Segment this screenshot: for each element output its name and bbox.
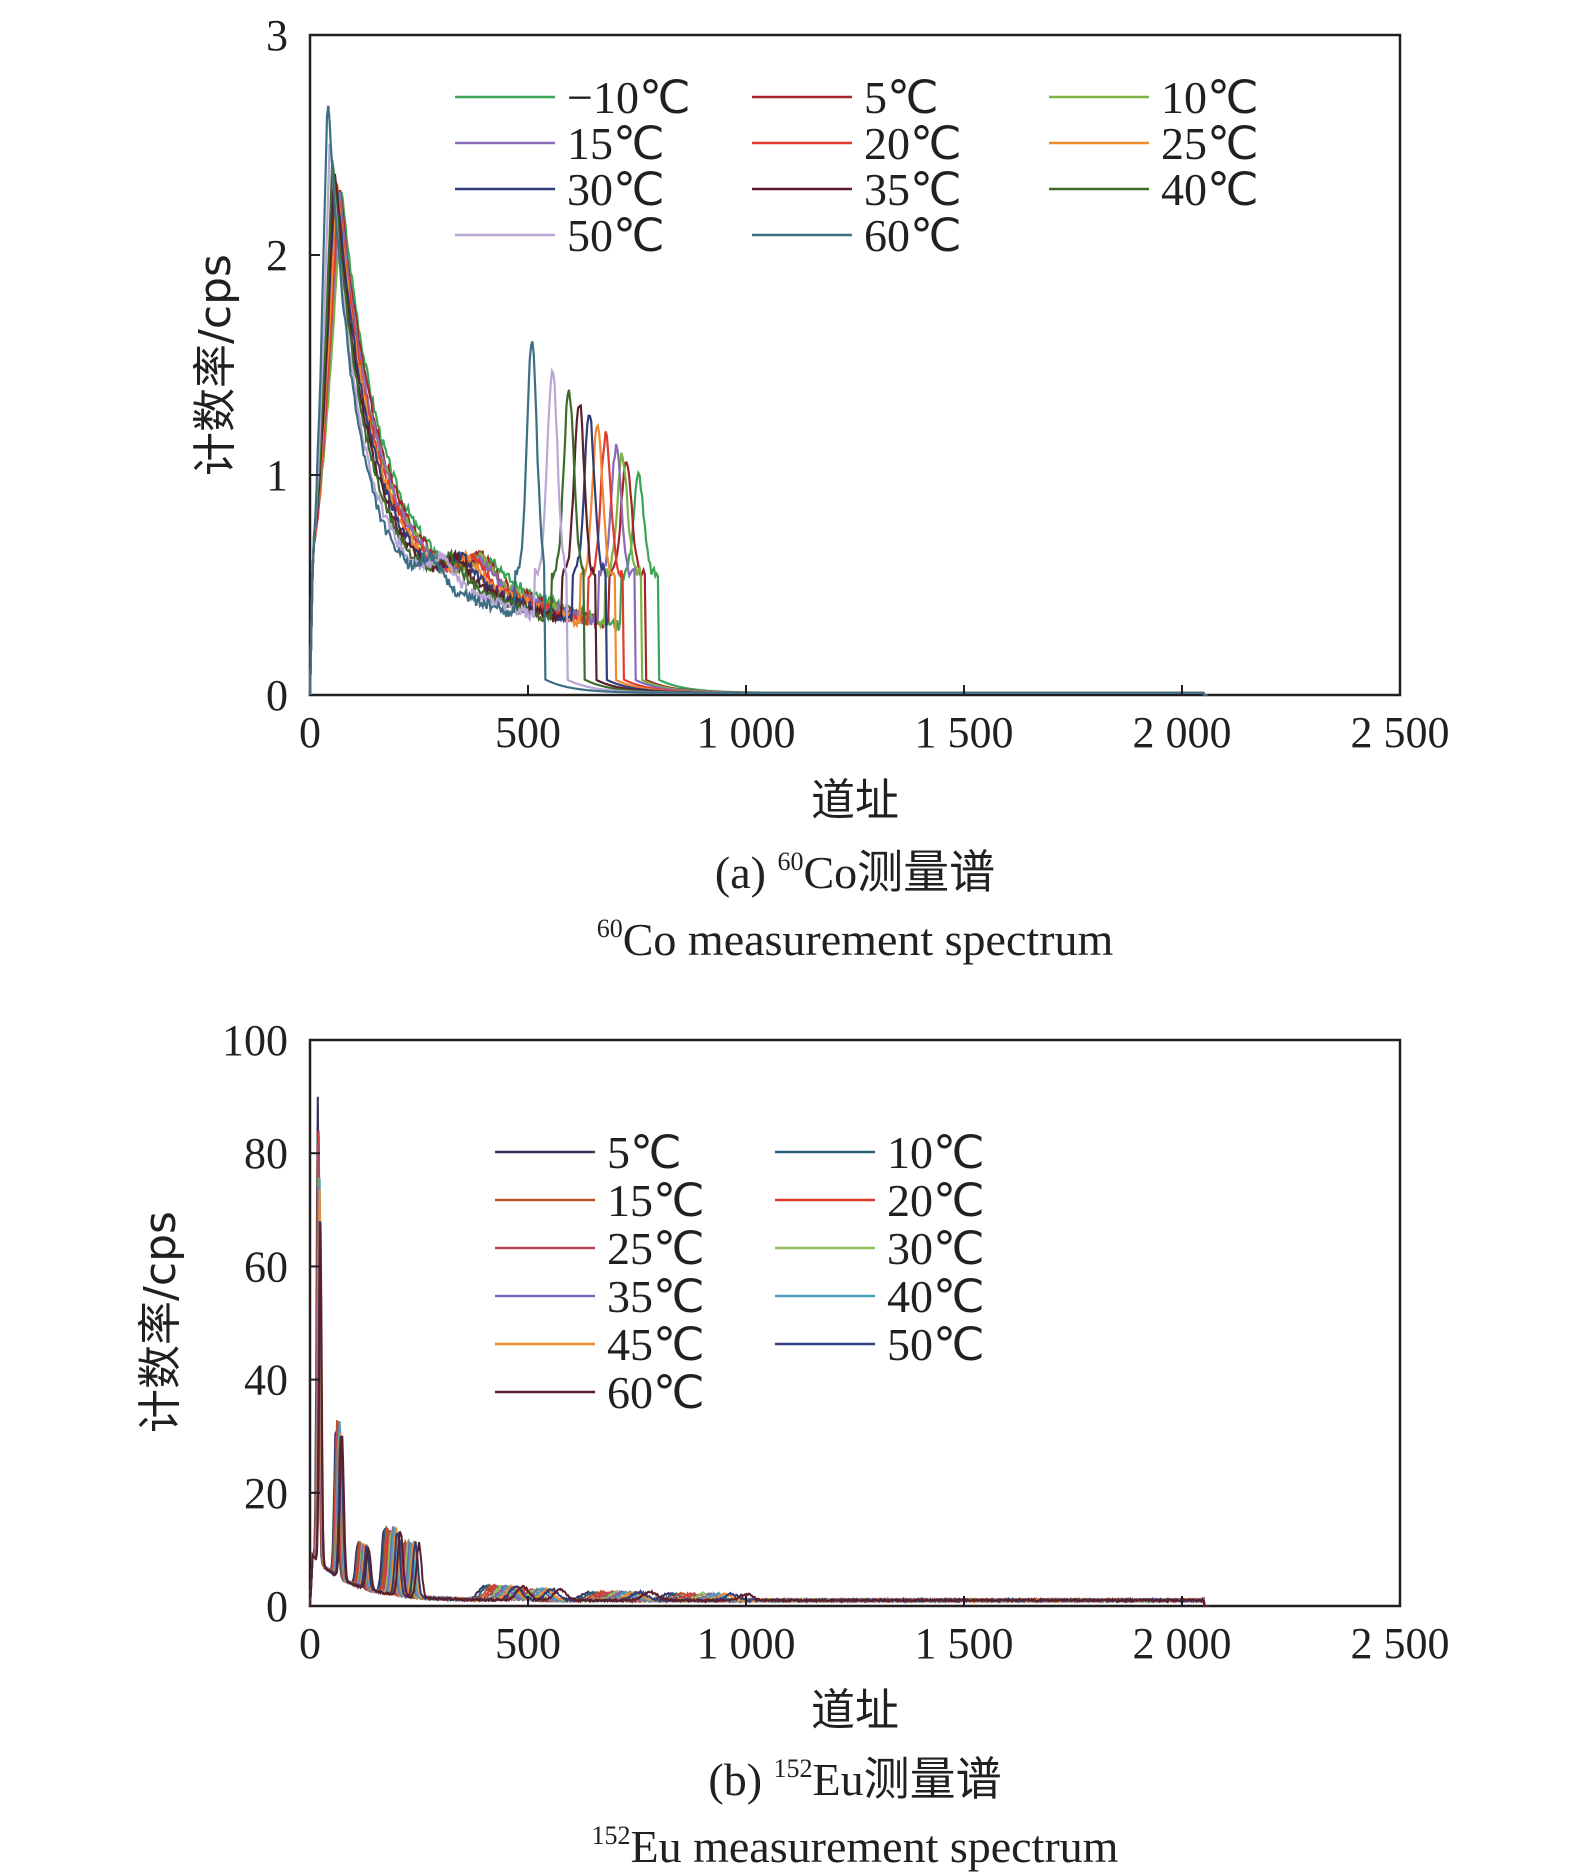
chart-b-legend-label: 15℃ bbox=[607, 1175, 705, 1226]
chart-a-series-line bbox=[308, 182, 1208, 697]
chart-b-series-line bbox=[309, 1220, 1209, 1607]
caption-a-prefix: (a) bbox=[715, 847, 778, 898]
chart-b-series-line bbox=[309, 1141, 1209, 1607]
caption-a-en-sup: 60 bbox=[597, 914, 623, 943]
chart-b-series-line bbox=[309, 1143, 1209, 1607]
chart-a-series-line bbox=[308, 143, 1208, 697]
chart-a-xtick-label: 2 000 bbox=[1133, 708, 1232, 757]
chart-b-legend-label: 25℃ bbox=[607, 1223, 705, 1274]
chart-b-ytick-label: 60 bbox=[244, 1242, 288, 1291]
chart-b-series bbox=[309, 1096, 1209, 1607]
chart-a-series-line bbox=[308, 176, 1208, 697]
chart-b-ylabel: 计数率/cps bbox=[135, 1211, 186, 1433]
chart-a-ytick-label: 2 bbox=[266, 231, 288, 280]
chart-a-caption-cn: (a) 60Co测量谱 bbox=[715, 847, 995, 898]
chart-a-series-line bbox=[308, 173, 1208, 697]
chart-a-frame bbox=[308, 33, 1402, 697]
chart-b-xtick-label: 1 000 bbox=[697, 1619, 796, 1668]
chart-b-xtick-label: 2 000 bbox=[1133, 1619, 1232, 1668]
chart-b-caption-en: 152Eu measurement spectrum bbox=[592, 1821, 1119, 1872]
chart-b-legend-label: 60℃ bbox=[607, 1367, 705, 1418]
caption-b-sup: 152 bbox=[774, 1754, 813, 1783]
chart-a-legend-label: 20℃ bbox=[864, 118, 962, 169]
chart-a-ytick-label: 1 bbox=[266, 451, 288, 500]
chart-b-ytick-label: 100 bbox=[222, 1016, 288, 1065]
chart-b-ytick-label: 40 bbox=[244, 1356, 288, 1405]
chart-b-series-line bbox=[309, 1096, 1209, 1607]
chart-a-ytick-label: 3 bbox=[266, 11, 288, 60]
chart-a-series-line bbox=[308, 193, 1208, 697]
chart-a-legend-label: 50℃ bbox=[567, 210, 665, 261]
chart-a-series-line bbox=[308, 191, 1208, 697]
chart-b-xlabel: 道址 bbox=[811, 1685, 899, 1736]
chart-b-series-line bbox=[309, 1130, 1209, 1607]
chart-a-legend-label: 10℃ bbox=[1161, 72, 1259, 123]
chart-b-legend-label: 5℃ bbox=[607, 1127, 682, 1178]
chart-b-legend-label: 50℃ bbox=[887, 1319, 985, 1370]
chart-b-caption-cn: (b) 152Eu测量谱 bbox=[708, 1754, 1001, 1805]
chart-a-xtick-label: 0 bbox=[299, 708, 321, 757]
chart-b-ytick-label: 20 bbox=[244, 1469, 288, 1518]
chart-a-xtick-label: 500 bbox=[495, 708, 561, 757]
chart-a-series-line bbox=[308, 105, 1208, 697]
chart-b-legend-label: 35℃ bbox=[607, 1271, 705, 1322]
caption-a-en: Co measurement spectrum bbox=[623, 914, 1114, 965]
chart-b-series-line bbox=[309, 1189, 1209, 1607]
chart-a: 0 500 1 000 1 500 2 000 2 500 0 1 2 3 −10℃ 5℃ 10℃ 15… bbox=[190, 11, 1450, 965]
chart-a-xtick-label: 2 500 bbox=[1351, 708, 1450, 757]
chart-a-legend: −10℃ 5℃ 10℃ 15℃ 20℃ 25℃ 30℃ 35℃ 40℃ 50℃ 60℃ bbox=[455, 72, 1259, 261]
chart-b-series-line bbox=[309, 1177, 1209, 1607]
chart-a-ytick-label: 0 bbox=[266, 671, 288, 720]
chart-a-legend-label: 15℃ bbox=[567, 118, 665, 169]
chart-a-series-line bbox=[308, 191, 1208, 697]
chart-a-ylabel: 计数率/cps bbox=[190, 254, 241, 476]
chart-a-axes: 0 500 1 000 1 500 2 000 2 500 0 1 2 3 bbox=[266, 11, 1450, 757]
chart-a-legend-label: 5℃ bbox=[864, 72, 939, 123]
chart-b-xtick-label: 2 500 bbox=[1351, 1619, 1450, 1668]
chart-b-xtick-label: 1 500 bbox=[915, 1619, 1014, 1668]
chart-a-legend-label: 25℃ bbox=[1161, 118, 1259, 169]
chart-b-ytick-label: 0 bbox=[266, 1582, 288, 1631]
chart-a-xlabel: 道址 bbox=[811, 775, 899, 826]
chart-b-legend-label: 20℃ bbox=[887, 1175, 985, 1226]
caption-b-en-sup: 152 bbox=[592, 1821, 631, 1850]
chart-a-series-line bbox=[308, 214, 1208, 697]
chart-b-legend-label: 10℃ bbox=[887, 1127, 985, 1178]
chart-b-legend: 5℃ 10℃ 15℃ 20℃ 25℃ 30℃ 35℃ 40℃ 45℃ 50℃ 60℃ bbox=[495, 1127, 985, 1418]
chart-b-series-line bbox=[309, 1132, 1209, 1607]
chart-a-series-line bbox=[308, 160, 1208, 697]
chart-b-ytick-label: 80 bbox=[244, 1129, 288, 1178]
chart-a-xtick-label: 1 500 bbox=[915, 708, 1014, 757]
chart-a-caption-en: 60Co measurement spectrum bbox=[597, 914, 1114, 965]
caption-a-cn: Co测量谱 bbox=[803, 847, 995, 898]
chart-a-series bbox=[308, 105, 1208, 697]
chart-a-legend-label: 35℃ bbox=[864, 164, 962, 215]
chart-a-legend-label: 60℃ bbox=[864, 210, 962, 261]
chart-a-legend-label: −10℃ bbox=[567, 72, 691, 123]
chart-b-frame bbox=[308, 1038, 1402, 1608]
chart-a-legend-label: 30℃ bbox=[567, 164, 665, 215]
chart-b-axes: 0 500 1 000 1 500 2 000 2 500 0 20 40 60 80 100 bbox=[222, 1016, 1450, 1668]
chart-b-series-line bbox=[309, 1176, 1209, 1607]
chart-b-series-line bbox=[309, 1223, 1209, 1607]
caption-b-prefix: (b) bbox=[708, 1754, 773, 1805]
chart-a-series-line bbox=[308, 189, 1208, 697]
chart-b-series-line bbox=[309, 1186, 1209, 1607]
caption-a-sup: 60 bbox=[777, 847, 803, 876]
chart-b-legend-label: 45℃ bbox=[607, 1319, 705, 1370]
chart-b-legend-label: 30℃ bbox=[887, 1223, 985, 1274]
chart-a-legend-label: 40℃ bbox=[1161, 164, 1259, 215]
chart-b-legend-label: 40℃ bbox=[887, 1271, 985, 1322]
chart-b-xtick-label: 0 bbox=[299, 1619, 321, 1668]
caption-b-en: Eu measurement spectrum bbox=[631, 1821, 1119, 1872]
chart-b-xtick-label: 500 bbox=[495, 1619, 561, 1668]
chart-a-xtick-label: 1 000 bbox=[697, 708, 796, 757]
caption-b-cn: Eu测量谱 bbox=[813, 1754, 1002, 1805]
